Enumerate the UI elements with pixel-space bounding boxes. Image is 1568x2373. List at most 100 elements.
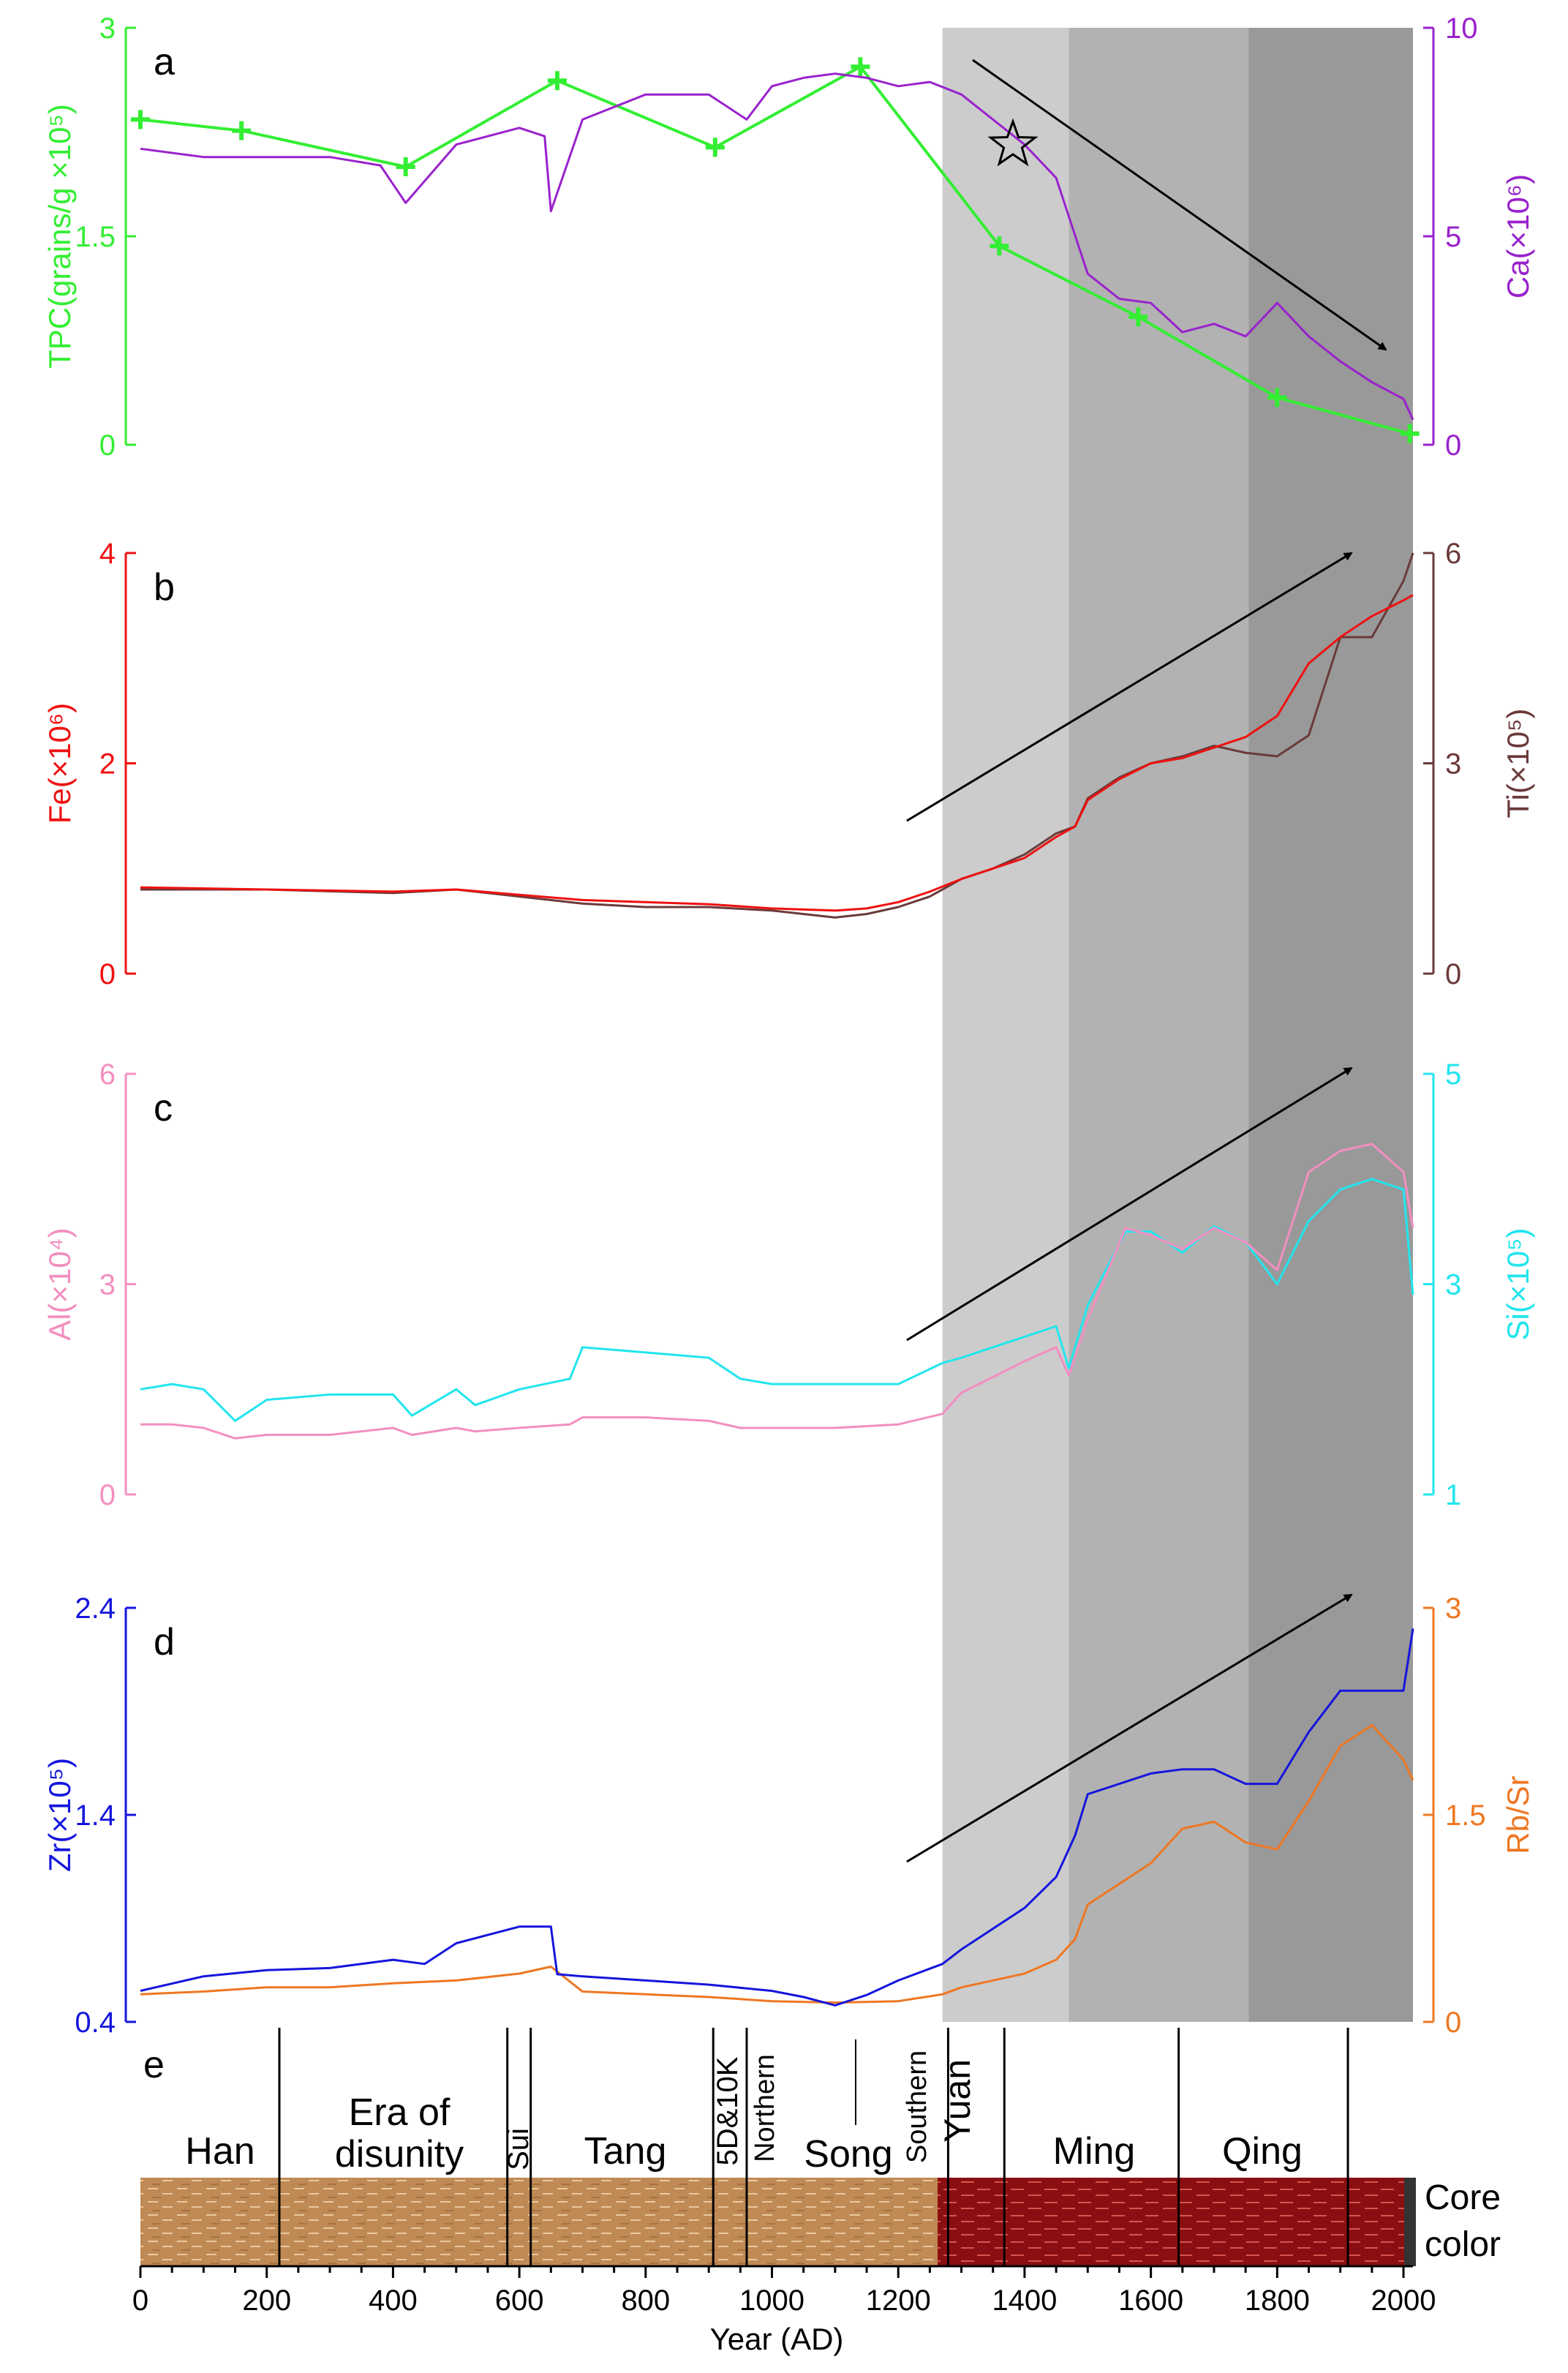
x-tick-label: 0 xyxy=(132,2284,148,2317)
panel-c: 0 3 6 Al(×10⁴) 1 3 5 Si(×10⁵) c xyxy=(42,1058,1535,1511)
right-tick-label-c: 5 xyxy=(1445,1058,1461,1091)
marker-tpc xyxy=(547,71,567,91)
right-axis-title-c: Si(×10⁵) xyxy=(1501,1228,1535,1341)
core-color-label-2: color xyxy=(1425,2225,1501,2264)
marker-tpc xyxy=(851,57,870,77)
left-tick-label-c: 3 xyxy=(99,1269,116,1301)
series-line-rbsr xyxy=(140,1723,1414,2004)
panel-a: 0 1.5 3 TPC(grains/g ×10⁵) 0 5 10 Ca(×10⁶) a xyxy=(42,12,1535,462)
x-tick-label: 200 xyxy=(242,2284,291,2317)
shade-band-2 xyxy=(1068,28,1249,2022)
trend-arrow-b xyxy=(906,552,1353,822)
left-axis-title-b: Fe(×10⁶) xyxy=(42,703,77,824)
marker-tpc xyxy=(1400,424,1420,443)
x-tick-label: 1800 xyxy=(1245,2284,1310,2317)
panel-letter-e: e xyxy=(143,2044,165,2086)
dynasty-label-ming: Ming xyxy=(1053,2130,1136,2173)
dynasty-label-disunity-2: disunity xyxy=(335,2133,464,2175)
series-line-tpc xyxy=(140,65,1411,435)
right-tick-label-d: 0 xyxy=(1445,2007,1461,2039)
marker-tpc xyxy=(990,236,1009,256)
panel-d: 0.4 1.4 2.4 Zr(×10⁵) 0 1.5 3 Rb/Sr d xyxy=(42,1592,1535,2039)
core-color-brown xyxy=(140,2178,938,2266)
shade-band-1 xyxy=(942,28,1069,2022)
left-tick-label-b: 2 xyxy=(99,748,116,781)
core-color-red xyxy=(938,2178,1404,2266)
panel-b: 0 2 4 Fe(×10⁶) 0 3 6 Ti(×10⁵) b xyxy=(42,538,1535,990)
right-tick-label-c: 3 xyxy=(1445,1269,1461,1301)
right-tick-label-d: 3 xyxy=(1445,1592,1461,1625)
panel-letter-d: d xyxy=(154,1621,175,1663)
right-tick-label-a: 0 xyxy=(1445,429,1461,462)
dynasty-label-southern: Southern xyxy=(902,2050,932,2163)
x-tick-label: 1600 xyxy=(1118,2284,1183,2317)
dynasty-label-northern: Northern xyxy=(750,2054,780,2162)
right-tick-label-b: 0 xyxy=(1445,958,1461,990)
panel-letter-b: b xyxy=(154,566,175,609)
marker-tpc xyxy=(1267,388,1287,407)
trend-arrow-d xyxy=(906,1593,1353,1863)
x-tick-label: 400 xyxy=(369,2284,418,2317)
star-marker xyxy=(987,118,1039,167)
left-tick-label-c: 6 xyxy=(99,1058,116,1091)
left-tick-label-b: 4 xyxy=(99,538,116,570)
left-tick-label-a: 3 xyxy=(99,12,116,45)
dynasty-label-han: Han xyxy=(185,2130,255,2173)
left-tick-label-a: 0 xyxy=(99,429,116,462)
left-tick-label-d: 2.4 xyxy=(75,1592,116,1625)
series-line-ca xyxy=(140,72,1414,421)
x-axis: 0 200 400 600 800 1000 1200 1400 1600 1800 2000 Yea… xyxy=(132,2265,1436,2356)
dynasty-label-yuan: Yuan xyxy=(937,2059,978,2143)
dynasty-label-song: Song xyxy=(804,2133,892,2175)
left-axis-title-d: Zr(×10⁵) xyxy=(42,1758,77,1872)
x-tick-label: 1200 xyxy=(866,2284,931,2317)
series-line-ti xyxy=(140,552,1414,919)
marker-tpc xyxy=(131,110,150,129)
trend-arrow-a xyxy=(972,59,1387,351)
right-axis-title-d: Rb/Sr xyxy=(1501,1775,1535,1854)
x-tick-label: 1400 xyxy=(992,2284,1057,2317)
right-tick-label-b: 3 xyxy=(1445,748,1461,781)
marker-tpc xyxy=(705,138,725,157)
series-line-si xyxy=(140,1178,1414,1422)
left-tick-label-a: 1.5 xyxy=(75,221,116,253)
right-axis-title-b: Ti(×10⁵) xyxy=(1501,708,1535,818)
shade-band-3 xyxy=(1248,28,1413,2022)
panel-letter-c: c xyxy=(154,1087,173,1129)
right-tick-label-a: 5 xyxy=(1445,221,1461,253)
left-tick-label-d: 0.4 xyxy=(75,2007,116,2039)
core-color-label-1: Core xyxy=(1425,2178,1501,2217)
trend-arrow-c xyxy=(906,1067,1353,1342)
right-axis-title-a: Ca(×10⁶) xyxy=(1501,174,1535,298)
marker-tpc xyxy=(396,157,415,176)
core-color-dark xyxy=(1404,2178,1416,2266)
right-tick-label-c: 1 xyxy=(1445,1479,1461,1511)
dynasty-label-sui: Sui xyxy=(502,2128,535,2170)
right-tick-label-b: 6 xyxy=(1445,538,1461,570)
x-axis-title: Year (AD) xyxy=(710,2322,844,2356)
right-tick-label-a: 10 xyxy=(1445,12,1478,45)
left-axis-title-a: TPC(grains/g ×10⁵) xyxy=(42,104,77,369)
left-tick-label-c: 0 xyxy=(99,1479,116,1511)
dynasty-label-five-dynasties: 5D&10K xyxy=(712,2056,744,2165)
left-tick-label-b: 0 xyxy=(99,958,116,990)
left-axis-title-c: Al(×10⁴) xyxy=(42,1227,77,1341)
dynasty-label-tang: Tang xyxy=(584,2130,667,2173)
series-line-fe xyxy=(140,594,1414,912)
x-tick-label: 2000 xyxy=(1371,2284,1436,2317)
marker-tpc xyxy=(232,121,252,140)
series-line-al xyxy=(140,1143,1414,1440)
right-tick-label-d: 1.5 xyxy=(1445,1800,1486,1832)
left-tick-label-d: 1.4 xyxy=(75,1800,116,1832)
panel-letter-a: a xyxy=(154,41,175,83)
x-tick-label: 1000 xyxy=(739,2284,804,2317)
dynasty-label-disunity-1: Era of xyxy=(349,2091,451,2134)
time-period-shading xyxy=(942,28,1413,2022)
series-line-zr xyxy=(140,1628,1414,2007)
dynasty-label-qing: Qing xyxy=(1222,2130,1303,2173)
x-tick-label: 600 xyxy=(495,2284,544,2317)
x-tick-label: 800 xyxy=(621,2284,670,2317)
